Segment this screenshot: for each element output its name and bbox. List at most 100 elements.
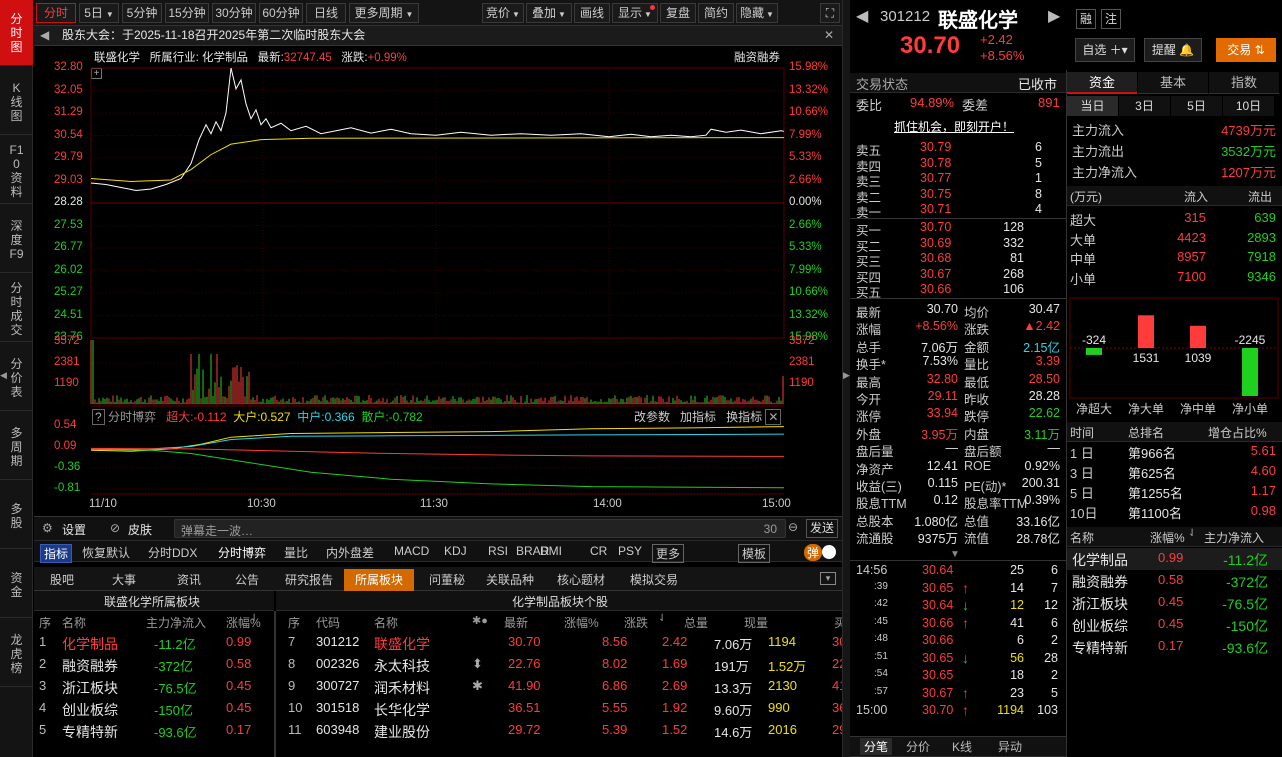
tick-tab-0[interactable]: 分笔 [860,738,893,755]
left-sector-row[interactable]: 5 专精特新 -93.6亿 0.17 [34,720,274,742]
right-col-header[interactable]: 最新 [504,616,529,630]
alert-button[interactable]: 提醒 🔔 [1144,38,1202,62]
period-4[interactable]: 30分钟 [212,3,256,23]
sector-splitter[interactable] [274,611,276,757]
zhu-badge[interactable]: 注 [1101,9,1121,29]
skin-icon[interactable]: ⊘ [110,521,121,535]
float-window-icon[interactable]: ▾ [820,572,836,585]
left-tab-3[interactable]: 深度F9 [0,207,33,273]
trade-button[interactable]: 交易 ⇅ [1216,38,1276,62]
fund-period-0[interactable]: 当日 [1067,96,1118,116]
right-col-header[interactable]: 名称 [374,616,399,630]
left-sector-row[interactable]: 4 创业板综 -150亿 0.45 [34,698,274,720]
left-col-header[interactable]: 涨幅% [226,616,261,630]
rong-badge[interactable]: 融 [1076,9,1096,29]
indicator-13[interactable]: 更多 [652,544,685,563]
indicator-15[interactable]: 弹 [804,544,823,561]
close-icon[interactable]: ✕ [823,28,834,42]
period-5[interactable]: 60分钟 [259,3,303,23]
left-sector-row[interactable]: 1 化学制品 -11.2亿 0.99 [34,632,274,654]
fund-period-2[interactable]: 5日 [1171,96,1222,116]
prev-stock-icon[interactable]: ◀ [856,8,869,25]
intraday-chart[interactable]: 联盛化学 所属行业: 化学制品 最新:32747.45 涨跌:+0.99% 融资… [34,46,842,516]
period-7[interactable]: 更多周期 ▼ [349,3,419,23]
left-tab-6[interactable]: 多周期 [0,414,33,480]
open-account-ad[interactable]: 抓住机会，即刻开户！ [894,120,1015,134]
collapse-arrow-icon[interactable]: ▶ [843,370,850,380]
indicator-0[interactable]: 指标 [40,544,73,563]
switch-indicator-button[interactable]: 换指标 [726,410,763,424]
fund-period-3[interactable]: 10日 [1223,96,1274,116]
left-tab-4[interactable]: 分时成交 [0,276,33,342]
right-sector-row[interactable]: 8 002326 永太科技 ⬍ 22.76 8.02 1.69 191万 1.52万 22 [276,654,846,676]
block-row[interactable] [1067,548,1282,570]
danmu-input[interactable]: 弹幕走一波… 30 [174,519,786,538]
left-sector-row[interactable]: 2 融资融券 -372亿 0.58 [34,654,274,676]
bottom-tab-6[interactable]: 问董秘 [428,573,465,587]
period-2[interactable]: 5分钟 [122,3,162,23]
period-3[interactable]: 15分钟 [165,3,209,23]
danmu-back-icon[interactable]: ⊖ [788,520,799,534]
panel-collapse-strip[interactable]: ▶ [842,0,850,757]
fund-period-1[interactable]: 3日 [1119,96,1170,116]
toggle-switch-icon[interactable] [822,545,836,559]
left-tab-2[interactable]: F10资料 [0,138,33,204]
next-stock-icon[interactable]: ▶ [1048,8,1061,25]
fund-tab-0[interactable]: 资金 [1067,72,1137,94]
bottom-tab-7[interactable]: 关联品种 [485,573,534,587]
bottom-tab-8[interactable]: 核心题材 [556,573,605,587]
tick-tab-2[interactable]: K线 [952,740,973,754]
bottom-tab-1[interactable]: 大事 [111,573,136,587]
bottom-tab-3[interactable]: 公告 [234,573,259,587]
left-tab-9[interactable]: 龙虎榜 [0,621,33,687]
send-button[interactable]: 发送 [806,519,838,538]
right-sector-row[interactable]: 11 603948 建业股份 29.72 5.39 1.52 14.6万 2016 29 [276,720,846,742]
right-col-header[interactable]: 总量 [684,616,709,630]
left-col-header[interactable]: 序 [39,616,52,630]
indicator-4[interactable]: 量比 [284,546,309,560]
indicator-11[interactable]: CR [590,544,608,558]
right-col-header[interactable]: 现量 [744,616,769,630]
period-1[interactable]: 5日 ▼ [79,3,119,23]
toolbar-btn-0[interactable]: 竞价 ▼ [482,3,524,23]
left-tab-8[interactable]: 资金 [0,552,33,618]
bottom-tab-9[interactable]: 模拟交易 [629,573,678,587]
fund-tab-1[interactable]: 基本 [1138,72,1208,94]
indicator-14[interactable]: 模板 [738,544,771,563]
fullscreen-icon[interactable]: ⛶ [820,3,840,23]
notice-text[interactable]: 股东大会：于2025-11-18召开2025年第二次临时股东大会 [62,28,366,42]
tick-tab-1[interactable]: 分价 [906,740,931,754]
gear-icon[interactable]: ⚙ [42,521,53,535]
toolbar-btn-5[interactable]: 简约 [698,3,734,23]
indicator-6[interactable]: MACD [394,544,430,558]
period-6[interactable]: 日线 [306,3,346,23]
right-sector-row[interactable]: 7 301212 联盛化学 30.70 8.56 2.42 7.06万 1194 30 [276,632,846,654]
toolbar-btn-2[interactable]: 画线 [574,3,610,23]
bottom-tab-4[interactable]: 研究报告 [284,573,333,587]
indicator-2[interactable]: 分时DDX [148,546,198,560]
change-params-button[interactable]: 改参数 [634,410,671,424]
right-sector-row[interactable]: 9 300727 润禾材料 ✱ 41.90 6.86 2.69 13.3万 2130 41 [276,676,846,698]
fund-tab-2[interactable]: 指数 [1209,72,1279,94]
toolbar-btn-4[interactable]: 复盘 [660,3,696,23]
settings-button[interactable]: 设置 [62,523,87,537]
right-col-header[interactable]: 代码 [316,616,341,630]
indicator-9[interactable]: BRAR [516,544,550,558]
toolbar-btn-3[interactable]: 显示 ▼ [612,3,658,23]
left-collapse-icon[interactable]: ◀ [0,370,7,380]
left-col-header[interactable]: 名称 [62,616,87,630]
right-col-header[interactable]: 涨跌 [624,616,649,630]
bottom-tab-0[interactable]: 股吧 [49,573,74,587]
right-col-header[interactable]: 涨幅% [564,616,599,630]
indicator-5[interactable]: 内外盘差 [326,546,375,560]
indicator-8[interactable]: RSI [488,544,509,558]
indicator-7[interactable]: KDJ [444,544,467,558]
left-tab-7[interactable]: 多股 [0,483,33,549]
expand-stats-icon[interactable]: ▼ [950,549,960,560]
bottom-tab-5[interactable]: 所属板块 [344,569,414,591]
indicator-3[interactable]: 分时博弈 [218,546,267,560]
tick-tab-3[interactable]: 异动 [998,740,1023,754]
indicator-10[interactable]: DMI [540,544,562,558]
indicator-12[interactable]: PSY [618,544,643,558]
bottom-tab-2[interactable]: 资讯 [176,573,201,587]
